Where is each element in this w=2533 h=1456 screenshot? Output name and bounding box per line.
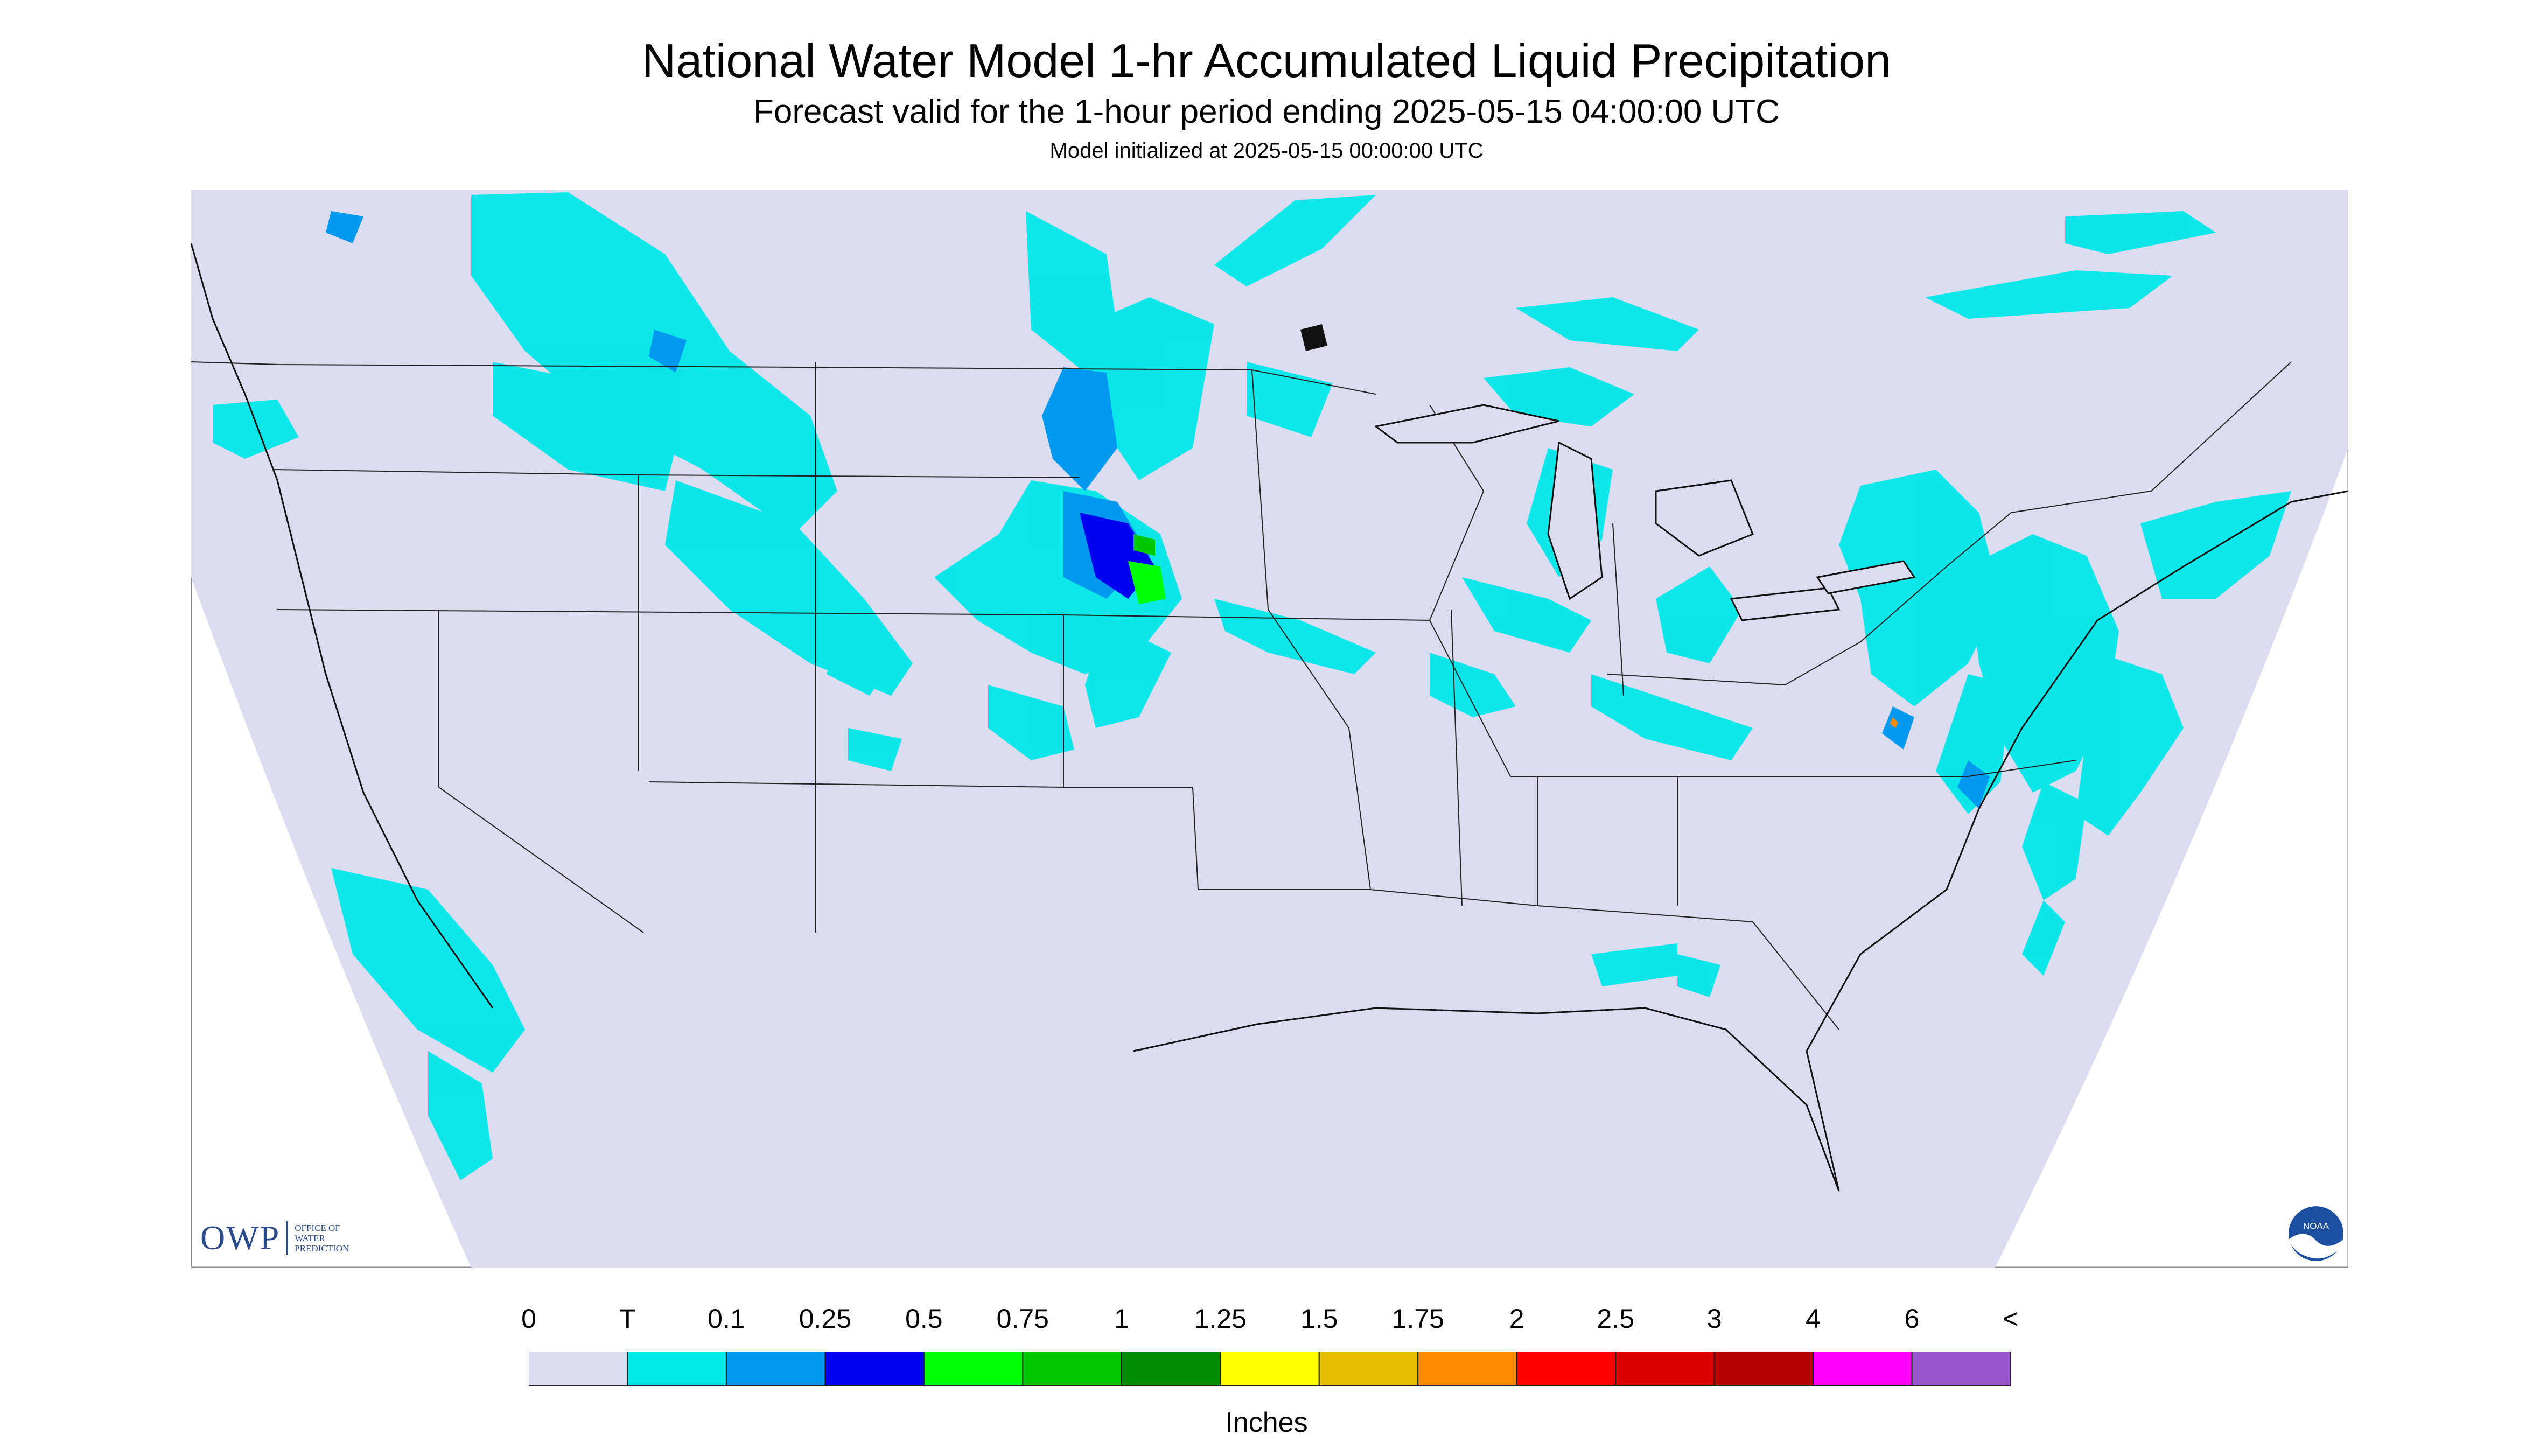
legend-swatch — [1220, 1352, 1320, 1386]
legend-label: 0.1 — [708, 1304, 745, 1334]
legend-swatch — [1022, 1352, 1122, 1386]
owp-logo: OWP OFFICE OF WATER PREDICTION — [200, 1218, 349, 1258]
legend-label: 0.75 — [996, 1304, 1049, 1334]
legend-color-bar — [529, 1352, 2011, 1386]
lake-of-the-woods — [1300, 324, 1327, 351]
legend-swatch — [1516, 1352, 1617, 1386]
legend-label: 1.75 — [1391, 1304, 1444, 1334]
owp-logo-divider — [286, 1221, 289, 1255]
legend-label: 1.25 — [1194, 1304, 1247, 1334]
legend-label: < — [2003, 1304, 2019, 1334]
legend-swatch — [1911, 1352, 2011, 1386]
legend-label: 3 — [1706, 1304, 1722, 1334]
map-title: National Water Model 1-hr Accumulated Li… — [641, 34, 1892, 87]
coastlines — [191, 243, 2348, 1192]
legend-swatch — [923, 1352, 1024, 1386]
owp-logo-line: OFFICE OF — [295, 1222, 340, 1233]
legend-label: T — [619, 1304, 636, 1334]
owp-logo-line: PREDICTION — [295, 1243, 349, 1254]
state-boundaries — [191, 361, 2292, 1030]
legend-swatch — [1417, 1352, 1517, 1386]
legend-label: 1 — [1114, 1304, 1129, 1334]
owp-logo-subtitle: OFFICE OF WATER PREDICTION — [295, 1223, 349, 1254]
legend-swatch — [627, 1352, 727, 1386]
legend-swatch — [824, 1352, 925, 1386]
legend-units: Inches — [1225, 1407, 1308, 1438]
legend-swatch — [1713, 1352, 1814, 1386]
legend-swatch — [529, 1352, 628, 1386]
legend-label: 4 — [1806, 1304, 1821, 1334]
legend-swatch — [1318, 1352, 1419, 1386]
map-subtitle: Forecast valid for the 1-hour period end… — [753, 93, 1780, 130]
owp-logo-text: OWP — [200, 1219, 281, 1257]
legend-label: 1.5 — [1300, 1304, 1338, 1334]
legend-label: 0 — [521, 1304, 536, 1334]
noaa-logo-icon: NOAA — [2289, 1206, 2343, 1261]
great-lakes — [1374, 404, 1916, 621]
legend-label: 0.25 — [799, 1304, 852, 1334]
legend-label: 2.5 — [1597, 1304, 1634, 1334]
legend-labels: 0 T 0.1 0.25 0.5 0.75 1 1.25 1.5 1.75 2 2.5 3 4 6 < — [0, 1303, 2533, 1341]
legend-label: 0.5 — [905, 1304, 943, 1334]
legend-swatch — [1121, 1352, 1221, 1386]
precip-trace-areas — [213, 192, 2291, 1180]
precipitation-map — [191, 190, 2348, 1268]
owp-logo-line: WATER — [295, 1233, 325, 1243]
noaa-logo-text: NOAA — [2303, 1221, 2329, 1231]
precip-heavy-areas — [1128, 534, 1898, 728]
model-init-text: Model initialized at 2025-05-15 00:00:00… — [1049, 139, 1484, 163]
legend-label: 2 — [1509, 1304, 1524, 1334]
legend-swatch — [1813, 1352, 1913, 1386]
legend-swatch — [725, 1352, 826, 1386]
legend-label: 6 — [1904, 1304, 1920, 1334]
legend-swatch — [1615, 1352, 1715, 1386]
